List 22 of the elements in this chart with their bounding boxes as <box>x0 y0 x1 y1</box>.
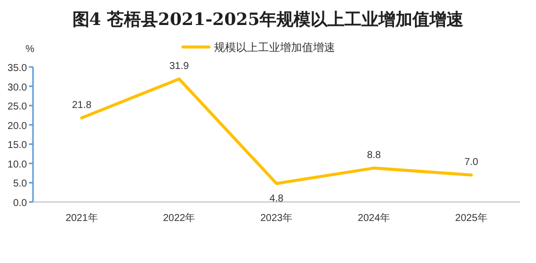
x-tick-label: 2022年 <box>162 212 196 224</box>
y-tick-label: 25.0 <box>8 102 28 113</box>
y-tick-label: 15.0 <box>8 140 28 152</box>
data-label: 4.8 <box>270 193 284 204</box>
x-tick-label: 2021年 <box>66 212 98 224</box>
data-label: 8.8 <box>366 150 382 162</box>
data-label: 31.9 <box>169 60 190 72</box>
y-tick-label: 10.0 <box>8 159 28 170</box>
legend: 规模以上工业增加值增速 <box>182 42 335 54</box>
x-tick-label: 2023年 <box>260 212 293 224</box>
y-axis-title: % <box>26 44 35 55</box>
y-tick-label: 30.0 <box>8 82 28 94</box>
x-tick-label: 2024年 <box>358 212 390 224</box>
y-tick-label: 5.0 <box>13 178 28 190</box>
legend-label: 规模以上工业增加值增速 <box>214 41 335 54</box>
data-label: 7.0 <box>464 157 479 168</box>
data-label: 21.8 <box>72 100 92 111</box>
y-tick-label: 0.0 <box>13 198 28 209</box>
chart-title: 图4 苍梧县2021-2025年规模以上工业增加值增速 <box>72 10 464 30</box>
x-tick-label: 2025年 <box>455 212 488 224</box>
y-tick-label: 35.0 <box>8 63 28 74</box>
y-tick-label: 20.0 <box>8 120 28 132</box>
